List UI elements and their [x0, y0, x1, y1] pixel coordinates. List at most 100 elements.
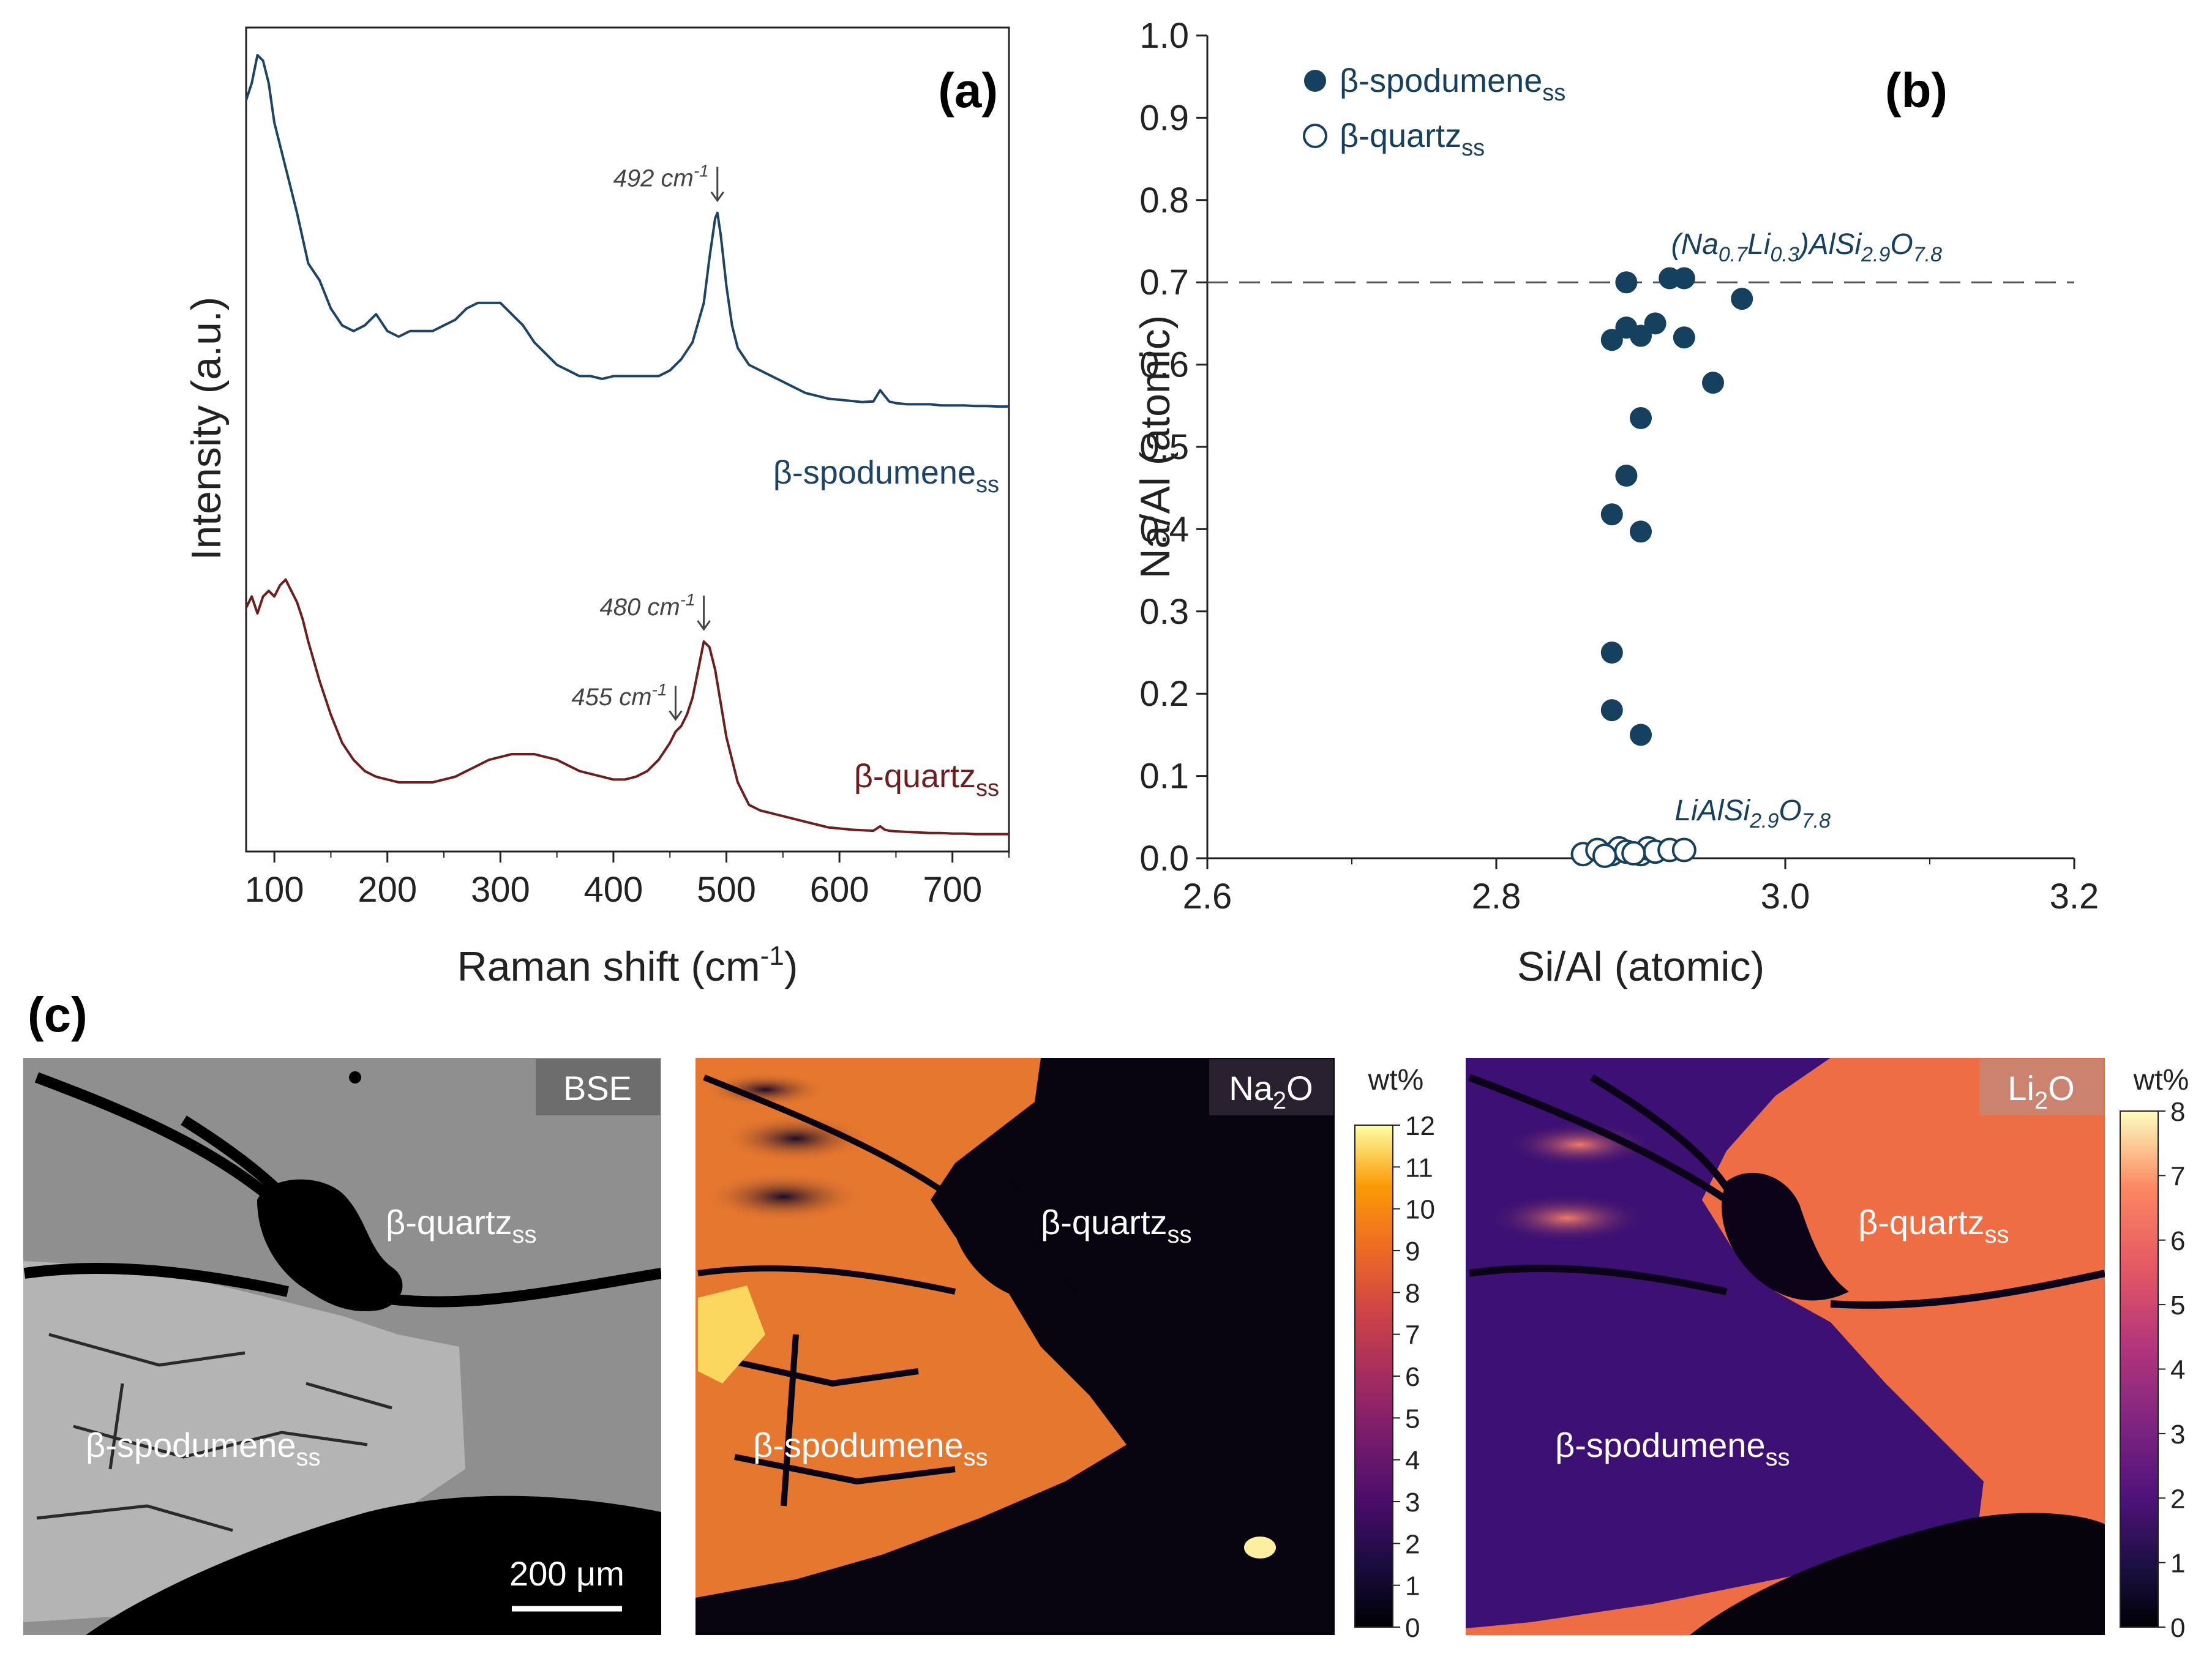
colorbar-tick-label: 12 [1405, 1111, 1435, 1141]
colorbar-tick-label: 4 [2170, 1355, 2185, 1385]
data-point-spodumene [1673, 326, 1695, 349]
x-tick-label-a: 600 [810, 870, 869, 910]
data-point-spodumene [1630, 406, 1652, 429]
x-tick-label-a: 500 [697, 870, 756, 910]
data-point-spodumene [1644, 312, 1666, 335]
x-axis-label-b: Si/Al (atomic) [1517, 943, 1764, 990]
formula-na-endmember: (Na0.7Li0.3)AlSi2.9O7.8 [1671, 228, 1943, 266]
data-point-spodumene [1615, 271, 1638, 294]
y-tick-label-b: 0.1 [1139, 757, 1189, 796]
data-point-spodumene [1630, 724, 1652, 746]
na2o-quartz-label: β-quartzss [1041, 1203, 1192, 1248]
li2o-quartz-label: β-quartzss [1858, 1203, 2009, 1248]
na2o-zoning-2 [704, 1172, 863, 1221]
colorbar-tick-label: 10 [1405, 1195, 1435, 1225]
peak-annotation-label: 492 cm-1 [613, 162, 709, 192]
colorbar-tick-label: 6 [1405, 1362, 1420, 1392]
spectrum-line-spodumene [246, 54, 1009, 408]
y-tick-label-b: 1.0 [1139, 16, 1189, 56]
annotation-arrowhead [697, 620, 711, 631]
li2o-spodumene-label: β-spodumeness [1555, 1426, 1790, 1471]
legend-label-quartz: β-quartzss [1340, 118, 1485, 161]
panel-label-a: (a) [938, 63, 998, 118]
panel-a: 100 200 300 400 500 600 700 492 cm-1 480 cm-1 45… [183, 26, 1010, 990]
panel-b: 2.6 2.8 3.0 3.2 0.0 0.1 0.2 0.3 0.4 0.5 0.6 0.7 0.8 0… [1132, 16, 2099, 990]
li2o-map [1466, 1058, 2105, 1635]
colorbar-tick-label: 1 [1405, 1571, 1420, 1601]
na2o-colorbar-ramp [1354, 1125, 1393, 1628]
y-tick-label-b: 0.9 [1139, 98, 1189, 138]
data-point-spodumene [1615, 465, 1638, 487]
peak-annotation-label: 455 cm-1 [571, 680, 667, 711]
bse-label: BSE [563, 1069, 632, 1107]
x-tick-label-b: 2.8 [1472, 877, 1521, 916]
x-tick-label-a: 700 [923, 870, 982, 910]
data-point-spodumene [1600, 503, 1623, 526]
y-axis-label-b: Na/Al (atomic) [1132, 315, 1179, 579]
colorbar-tick-label: 8 [2170, 1097, 2185, 1127]
y-tick-label-b: 0.2 [1139, 674, 1189, 714]
series-label-spodumene: β-spodumeness [773, 454, 999, 498]
x-axis-label-a: Raman shift (cm-1) [457, 941, 798, 990]
bse-crack [23, 1072, 661, 1308]
na2o-zoning-3 [704, 1072, 827, 1107]
y-tick-label-b: 0.5 [1139, 427, 1189, 467]
formula-li-endmember: LiAlSi2.9O7.8 [1674, 795, 1831, 833]
y-tick-label-b: 0.3 [1139, 592, 1189, 632]
y-tick-label-b: 0.7 [1139, 263, 1189, 302]
data-point-quartz [1621, 840, 1646, 866]
colorbar-tick-label: 3 [2170, 1420, 2185, 1450]
x-tick-label-a: 200 [358, 870, 417, 910]
colorbar-tick-label: 5 [1405, 1404, 1420, 1434]
na2o-colorbar-unit: wt% [1368, 1064, 1424, 1096]
data-point-spodumene [1600, 642, 1623, 664]
annotation-arrowhead [669, 710, 683, 721]
li2o-zoning-2 [1488, 1194, 1647, 1243]
x-tick-label-a: 400 [584, 870, 643, 910]
na2o-map [695, 1058, 1335, 1635]
na2o-zoning-1 [722, 1115, 869, 1162]
na2o-bright-spot [1244, 1537, 1276, 1559]
data-point-spodumene [1600, 699, 1623, 722]
peak-annotation-label: 480 cm-1 [600, 590, 695, 621]
li2o-colorbar-unit: wt% [2133, 1064, 2189, 1096]
bse-inclusion [349, 1071, 361, 1084]
li2o-void [1690, 1513, 2105, 1635]
x-tick-label-a: 100 [245, 870, 304, 910]
bse-map [23, 1058, 661, 1635]
na2o-bright-grains [698, 1286, 765, 1383]
data-point-spodumene [1702, 372, 1724, 394]
y-tick-label-b: 0.8 [1139, 181, 1189, 220]
bse-quartz-label: β-quartzss [386, 1203, 537, 1248]
annotation-arrowhead [710, 191, 724, 203]
data-point-spodumene [1630, 520, 1652, 543]
series-label-quartz: β-quartzss [854, 758, 999, 801]
na2o-cracks [697, 1074, 957, 1507]
y-axis-label-a: Intensity (a.u.) [183, 297, 230, 561]
axis-ticks-b: 2.6 2.8 3.0 3.2 0.0 0.1 0.2 0.3 0.4 0.5 0.6 0.7 0.8 0… [1139, 16, 2099, 916]
panel-label-b: (b) [1885, 63, 1948, 118]
colorbar-tick-label: 6 [2170, 1226, 2185, 1256]
bse-background-void [86, 1495, 661, 1635]
colorbar-tick-label: 7 [1405, 1320, 1420, 1350]
li2o-cracks [1468, 1074, 2105, 1309]
colorbar-tick-label: 8 [1405, 1278, 1420, 1308]
y-tick-label-b: 0.0 [1139, 839, 1189, 878]
data-point-quartz [1671, 837, 1696, 863]
bse-spodumene-label: β-spodumeness [86, 1426, 321, 1471]
colorbar-tick-label: 2 [2170, 1484, 2185, 1514]
colorbar-tick-label: 0 [1405, 1613, 1420, 1643]
legend-marker-open [1303, 124, 1327, 148]
data-point-spodumene [1731, 288, 1753, 310]
bse-pore [257, 1179, 403, 1311]
colorbar-tick-label: 0 [2170, 1613, 2185, 1643]
colorbar-tick-label: 7 [2170, 1161, 2185, 1191]
na2o-label-box [1209, 1059, 1333, 1115]
li2o-zoning-1 [1506, 1123, 1653, 1167]
li2o-pore [1722, 1172, 1849, 1301]
x-tick-label-a: 300 [471, 870, 530, 910]
li2o-label-box [1979, 1059, 2104, 1115]
data-point-quartz [1592, 843, 1617, 868]
legend-label-spodumene: β-spodumeness [1340, 62, 1565, 106]
